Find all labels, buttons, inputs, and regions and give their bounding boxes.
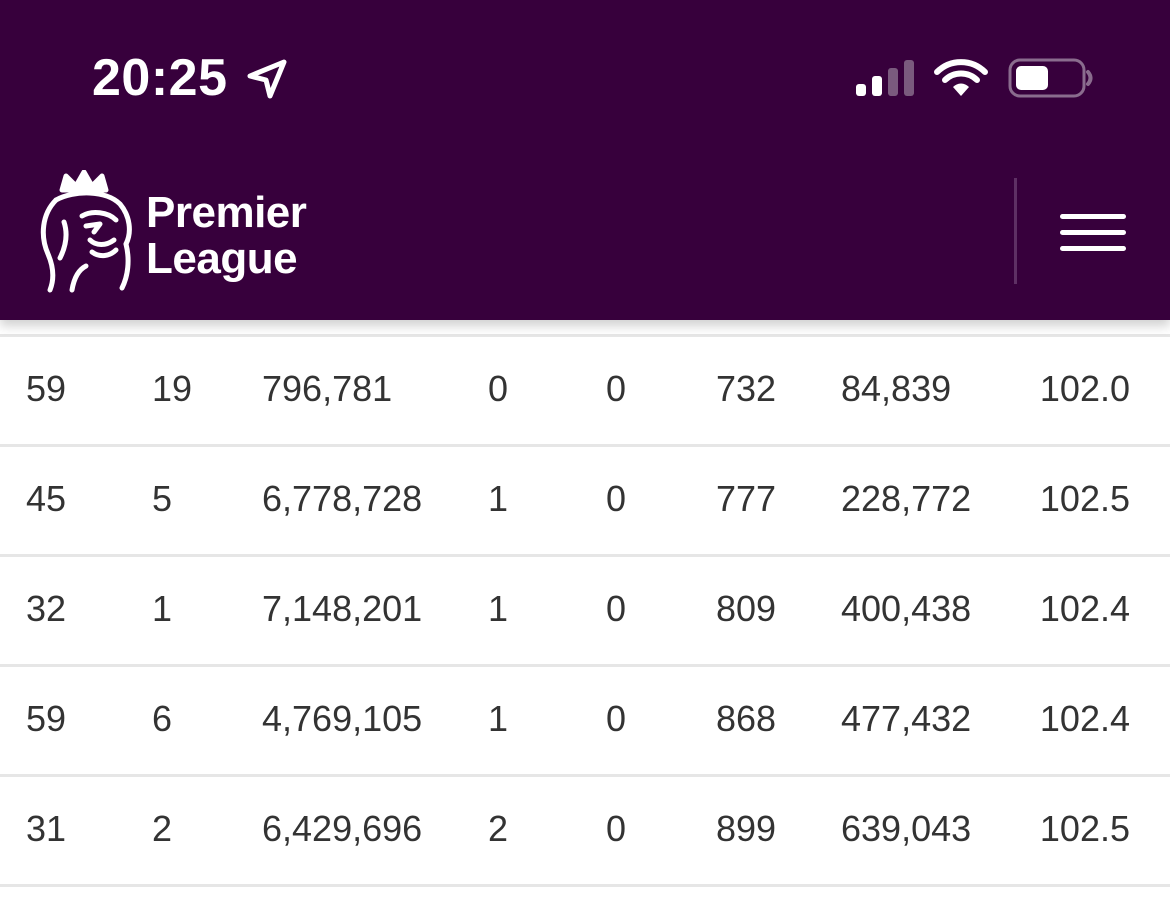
table-cell: 639,043 bbox=[841, 808, 972, 849]
table-cell: 0 bbox=[606, 698, 627, 739]
app-header: 20:25 Premier League bbox=[0, 0, 1170, 320]
premier-league-logo-text[interactable]: Premier League bbox=[146, 188, 307, 283]
hamburger-bar bbox=[1060, 230, 1126, 235]
hamburger-menu-button[interactable] bbox=[1058, 210, 1128, 254]
table-cell: 102.5 bbox=[1039, 808, 1130, 849]
table-cell: 7,148,201 bbox=[262, 588, 423, 629]
header-divider bbox=[1014, 178, 1017, 284]
stats-table: 59 19 796,781 0 0 732 84,839 102.0 45 5 … bbox=[0, 334, 1170, 887]
table-row[interactable]: 45 5 6,778,728 1 0 777 228,772 102.5 bbox=[0, 444, 1170, 554]
table-cell: 59 bbox=[26, 368, 67, 409]
logo-line-premier: Premier bbox=[146, 188, 307, 237]
table-cell: 102.4 bbox=[1039, 698, 1130, 739]
logo-line-league: League bbox=[146, 234, 298, 283]
battery-icon bbox=[1008, 58, 1093, 98]
table-row[interactable]: 59 19 796,781 0 0 732 84,839 102.0 bbox=[0, 334, 1170, 444]
table-cell: 84,839 bbox=[841, 368, 952, 409]
table-cell: 1 bbox=[488, 478, 509, 519]
table-cell: 0 bbox=[606, 588, 627, 629]
table-cell: 2 bbox=[152, 808, 173, 849]
table-cell: 102.0 bbox=[1039, 368, 1130, 409]
table-cell: 45 bbox=[26, 478, 67, 519]
status-time: 20:25 bbox=[92, 49, 228, 107]
table-cell: 2 bbox=[488, 808, 509, 849]
table-cell: 0 bbox=[488, 368, 509, 409]
table-row[interactable]: 32 1 7,148,201 1 0 809 400,438 102.4 bbox=[0, 554, 1170, 664]
table-cell: 102.5 bbox=[1039, 478, 1130, 519]
table-cell: 59 bbox=[26, 698, 67, 739]
hamburger-bar bbox=[1060, 246, 1126, 251]
table-cell: 796,781 bbox=[262, 368, 393, 409]
table-cell: 4,769,105 bbox=[262, 698, 423, 739]
table-cell: 400,438 bbox=[841, 588, 972, 629]
table-cell: 102.4 bbox=[1039, 588, 1130, 629]
table-cell: 1 bbox=[488, 698, 509, 739]
table-cell: 477,432 bbox=[841, 698, 972, 739]
hamburger-menu-icon bbox=[1060, 214, 1126, 219]
table-cell: 899 bbox=[716, 808, 777, 849]
table-row[interactable]: 31 2 6,429,696 2 0 899 639,043 102.5 bbox=[0, 774, 1170, 887]
table-cell: 809 bbox=[716, 588, 777, 629]
table-cell: 777 bbox=[716, 478, 777, 519]
wifi-icon bbox=[934, 59, 988, 96]
table-cell: 1 bbox=[152, 588, 173, 629]
location-arrow-icon bbox=[247, 59, 287, 99]
cellular-signal-icon bbox=[856, 60, 914, 96]
table-cell: 31 bbox=[26, 808, 67, 849]
table-row[interactable]: 59 6 4,769,105 1 0 868 477,432 102.4 bbox=[0, 664, 1170, 774]
table-cell: 228,772 bbox=[841, 478, 972, 519]
table-cell: 6,429,696 bbox=[262, 808, 423, 849]
table-cell: 19 bbox=[152, 368, 193, 409]
table-cell: 6 bbox=[152, 698, 173, 739]
table-cell: 1 bbox=[488, 588, 509, 629]
table-cell: 32 bbox=[26, 588, 67, 629]
table-cell: 0 bbox=[606, 368, 627, 409]
table-cell: 732 bbox=[716, 368, 777, 409]
table-cell: 0 bbox=[606, 478, 627, 519]
table-cell: 868 bbox=[716, 698, 777, 739]
table-cell: 5 bbox=[152, 478, 173, 519]
table-cell: 0 bbox=[606, 808, 627, 849]
lion-crown-icon bbox=[40, 170, 132, 293]
table-cell: 6,778,728 bbox=[262, 478, 423, 519]
